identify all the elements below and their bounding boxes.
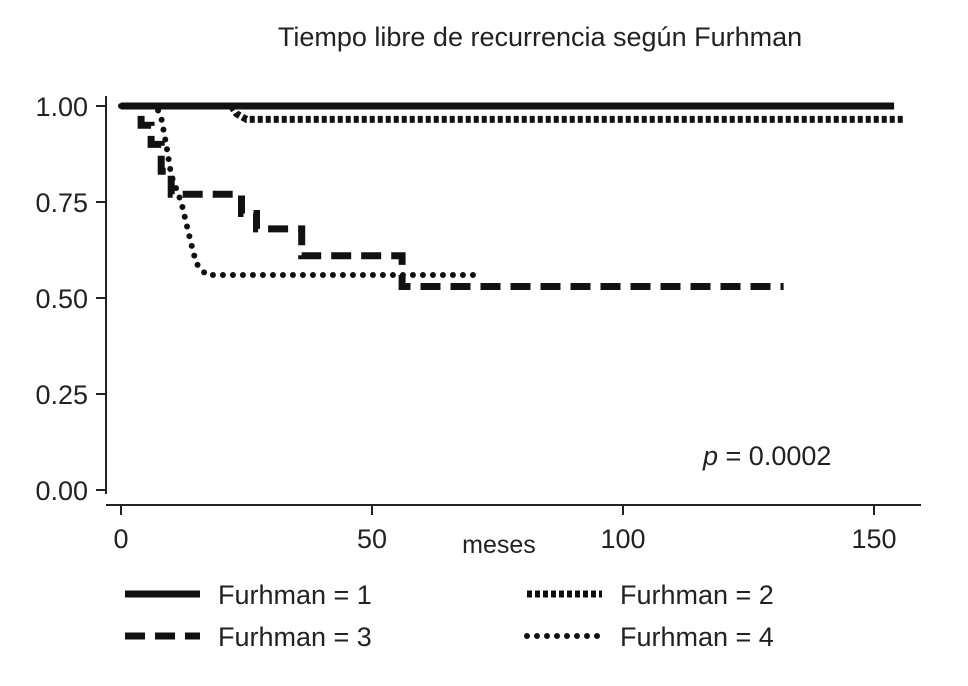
legend-label-furhman-1: Furhman = 1 bbox=[218, 580, 372, 610]
chart-title: Tiempo libre de recurrencia según Furhma… bbox=[278, 22, 802, 52]
series-layer bbox=[118, 102, 905, 290]
p-value-symbol: p bbox=[702, 441, 718, 471]
series-line-furhman-2 bbox=[228, 104, 905, 123]
x-tick-label: 100 bbox=[600, 524, 645, 554]
p-value-annotation: p = 0.0002 bbox=[702, 441, 831, 471]
x-tick-label: 0 bbox=[113, 524, 128, 554]
x-axis-label: meses bbox=[462, 531, 536, 559]
y-tick-label: 1.00 bbox=[35, 92, 88, 122]
y-tick-label: 0.50 bbox=[35, 284, 88, 314]
y-tick-label: 0.00 bbox=[35, 476, 88, 506]
x-tick-label: 50 bbox=[357, 524, 387, 554]
legend-label-furhman-2: Furhman = 2 bbox=[620, 580, 774, 610]
series-line-furhman-4 bbox=[118, 103, 486, 278]
legend: Furhman = 1 Furhman = 2 Furhman = 3 Furhman… bbox=[125, 580, 774, 652]
x-tick-label: 150 bbox=[851, 524, 896, 554]
y-tick-label: 0.25 bbox=[35, 380, 88, 410]
legend-label-furhman-4: Furhman = 4 bbox=[620, 622, 774, 652]
p-value-text: = 0.0002 bbox=[718, 441, 831, 471]
series-line-furhman-3 bbox=[121, 102, 784, 290]
legend-label-furhman-3: Furhman = 3 bbox=[218, 622, 372, 652]
y-tick-label: 0.75 bbox=[35, 188, 88, 218]
axes: 0.00 0.25 0.50 0.75 1.00 0 50 100 150 bbox=[35, 92, 921, 554]
